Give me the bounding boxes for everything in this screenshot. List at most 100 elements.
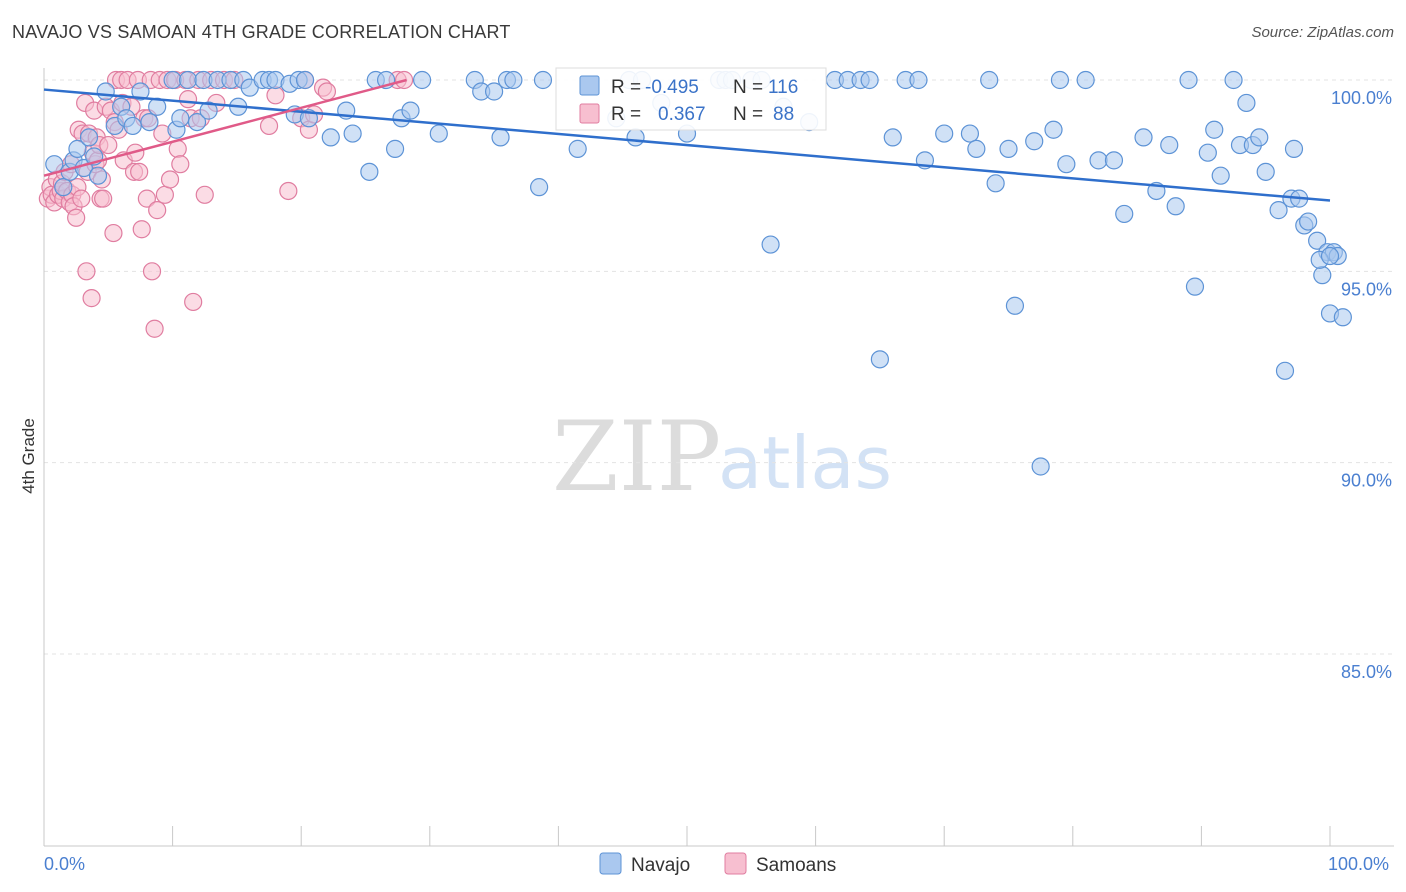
legend-navajo-swatch [599,852,622,875]
stats-navajo-n-label: N = [733,77,763,98]
samoans-point [72,189,91,208]
samoans-point [104,223,123,243]
navajo-point [1211,166,1230,185]
samoans-point [145,319,164,338]
navajo-point [140,112,159,132]
samoans-point [259,116,279,136]
navajo-point [96,82,115,101]
navajo-point [530,178,549,197]
navajo-point [1179,70,1198,90]
navajo-point [870,350,890,369]
navajo-point [1237,93,1256,113]
navajo-point [412,70,432,90]
samoans-point [130,162,149,181]
navajo-point [123,116,142,136]
navajo-point [491,128,510,147]
samoans-point [317,82,337,101]
y-tick-label: 95.0% [1341,279,1392,299]
navajo-point [88,166,108,185]
navajo-point [321,128,340,147]
navajo-point [960,124,980,143]
y-tick-labels: 100.0% 95.0% 90.0% 85.0% [1331,88,1392,682]
navajo-point [1057,155,1076,174]
navajo-point [1224,70,1243,90]
navajo-point [1031,457,1050,476]
navajo-point [1050,70,1070,90]
navajo-point [199,101,218,120]
navajo-point [504,70,523,90]
navajo-point [385,139,405,158]
navajo-point [1005,296,1025,315]
navajo-point [568,139,587,158]
navajo-point [187,112,207,132]
legend-samoans-swatch [724,852,747,875]
navajo-point [1275,361,1295,380]
navajo-point [626,128,645,147]
x-tick-label-min: 0.0% [44,854,85,874]
navajo-point [999,139,1018,158]
samoans-point [67,208,86,227]
navajo-point [1134,128,1153,147]
samoans-point [155,185,174,204]
y-tick-label: 90.0% [1341,471,1392,491]
samoans-point [132,220,151,239]
y-tick-label: 85.0% [1341,662,1392,682]
navajo-point [401,101,420,120]
navajo-point [1284,139,1304,158]
source-credit: Source: ZipAtlas.com [1251,24,1394,41]
y-axis-label: 4th Grade [19,418,38,494]
navajo-point [1089,151,1108,170]
navajo-point [429,124,448,143]
stats-samoans-swatch [579,103,600,124]
navajo-point [295,70,315,90]
navajo-point [485,82,504,101]
samoans-point [195,185,214,204]
navajo-point [980,70,999,90]
navajo-point [1256,162,1275,181]
samoans-point [99,135,118,155]
navajo-point [1250,128,1269,147]
samoans-point [94,189,113,208]
navajo-point [1299,212,1318,231]
stats-box-frame [555,67,827,131]
samoans-point [77,262,96,281]
navajo-point [1269,201,1288,220]
x-tick-marks [43,826,1331,846]
navajo-point [967,139,986,158]
navajo-point [1205,120,1224,139]
navajo-point [986,174,1005,193]
navajo-point [1076,70,1095,90]
samoans-trend-line [43,78,407,177]
navajo-point [1198,143,1217,162]
samoans-point [142,262,162,281]
legend: Navajo Samoans [599,852,836,876]
y-tick-label: 100.0% [1331,88,1392,108]
samoans-point [82,289,101,308]
navajo-point [860,70,879,90]
samoans-point [178,90,198,109]
navajo-point [54,178,73,197]
navajo-point [909,70,928,90]
navajo-point [360,162,379,181]
navajo-point [1025,132,1044,151]
navajo-point [131,82,150,101]
stats-samoans-n-value: 88 [773,104,794,125]
stats-samoans-r-label: R = [611,104,641,125]
samoans-point [137,189,156,208]
navajo-point [178,70,198,90]
navajo-point [1185,277,1205,296]
samoans-point [160,170,180,189]
legend-navajo-label: Navajo [631,855,690,876]
navajo-point [1044,120,1063,139]
navajo-point [171,109,190,128]
navajo-point [163,70,182,90]
samoans-point [279,181,298,201]
navajo-point [68,139,87,158]
stats-box: R = -0.495 N = 116 R = 0.367 N = 88 [555,67,827,131]
navajo-point [1160,135,1179,155]
navajo-point [1308,231,1327,250]
navajo-point [1104,151,1124,170]
navajo-point [935,124,954,143]
x-tick-label-max: 100.0% [1328,854,1389,874]
